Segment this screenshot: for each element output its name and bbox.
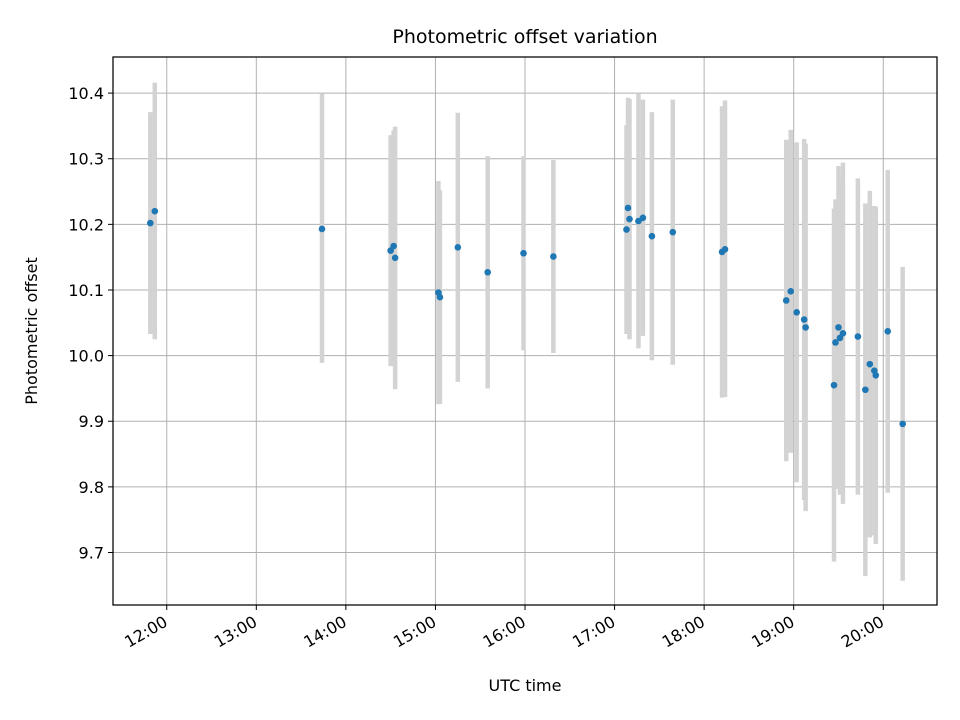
data-point	[390, 242, 397, 250]
data-point	[669, 228, 677, 236]
data-point	[147, 219, 154, 227]
data-point	[484, 268, 491, 276]
data-point	[787, 287, 795, 295]
data-point	[454, 244, 462, 251]
data-point	[624, 204, 632, 212]
data-point	[436, 293, 444, 301]
data-point	[550, 253, 557, 260]
y-tick-label: 9.9	[79, 412, 104, 431]
data-point	[839, 329, 847, 337]
data-points	[147, 204, 906, 428]
data-point	[866, 360, 874, 368]
chart-title: Photometric offset variation	[392, 26, 657, 48]
data-point	[854, 333, 862, 340]
y-tick-label: 10.4	[68, 84, 104, 103]
y-tick-label: 10.2	[68, 215, 104, 234]
data-point	[318, 225, 326, 233]
data-point	[639, 214, 647, 222]
data-point	[626, 215, 633, 223]
y-axis-ticks: 9.7 9.8 9.9 10.0 10.1 10.2 10.3 10.4	[68, 84, 113, 562]
data-point	[782, 297, 790, 304]
data-point	[884, 328, 892, 335]
y-tick-label: 10.3	[68, 150, 104, 169]
data-point	[830, 381, 838, 389]
data-point	[835, 324, 842, 331]
y-axis-label: Photometric offset	[22, 257, 41, 405]
y-tick-label: 9.8	[79, 478, 104, 497]
data-point	[802, 324, 809, 331]
data-point	[721, 245, 729, 253]
data-point	[793, 308, 800, 316]
data-point	[151, 207, 159, 215]
data-point	[872, 371, 880, 379]
data-point	[391, 254, 399, 262]
data-point	[623, 226, 630, 233]
y-tick-label: 10.1	[68, 281, 104, 300]
x-axis-label: UTC time	[489, 676, 562, 695]
data-point	[520, 249, 527, 257]
data-point	[800, 316, 808, 323]
data-point	[899, 420, 906, 428]
y-tick-label: 9.7	[79, 543, 104, 562]
data-point	[862, 386, 869, 394]
y-tick-label: 10.0	[68, 347, 104, 366]
data-point	[648, 232, 656, 240]
data-point	[832, 339, 839, 346]
